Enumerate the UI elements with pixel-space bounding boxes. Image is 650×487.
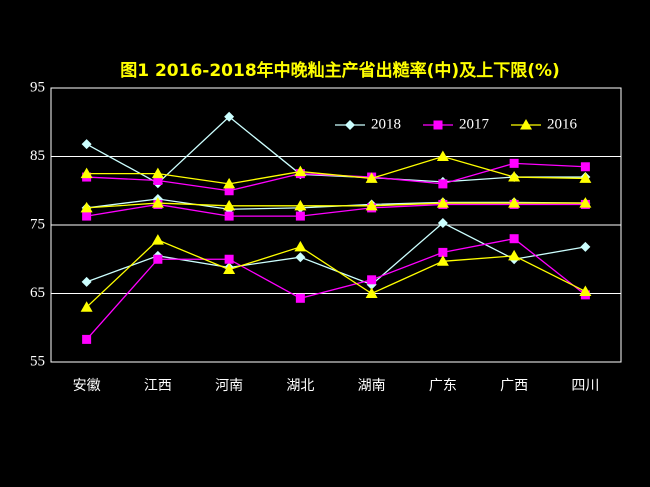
marker xyxy=(153,254,163,264)
marker xyxy=(580,241,591,252)
series-line xyxy=(86,115,586,185)
marker xyxy=(224,211,234,221)
marker xyxy=(224,254,234,264)
x-tick-label: 湖北 xyxy=(286,378,314,394)
x-tick-label: 四川 xyxy=(571,378,599,394)
chart-title: 图1 2016-2018年中晚籼主产省出糙率(中)及上下限(%) xyxy=(120,60,560,81)
marker xyxy=(151,167,164,179)
marker xyxy=(224,111,235,122)
series-line xyxy=(86,203,586,217)
x-tick-label: 江西 xyxy=(144,378,172,394)
y-tick-label: 85 xyxy=(30,148,45,164)
series-line xyxy=(86,155,586,185)
legend-label: 2017 xyxy=(459,116,490,132)
marker xyxy=(295,293,305,303)
marker xyxy=(509,158,519,168)
marker xyxy=(437,217,448,228)
marker xyxy=(508,249,521,261)
marker xyxy=(151,197,164,208)
marker xyxy=(81,139,92,150)
marker xyxy=(295,252,306,263)
legend-marker xyxy=(520,119,532,130)
marker xyxy=(80,167,93,179)
x-tick-label: 安徽 xyxy=(73,378,101,394)
series-line xyxy=(86,202,586,209)
marker xyxy=(438,247,448,257)
marker xyxy=(223,177,236,189)
series-line xyxy=(86,238,586,340)
marker xyxy=(294,199,307,211)
y-tick-label: 95 xyxy=(30,79,45,95)
x-tick-label: 河南 xyxy=(215,378,243,394)
marker xyxy=(509,234,519,244)
x-tick-label: 广东 xyxy=(429,378,457,394)
marker xyxy=(579,285,592,296)
marker xyxy=(294,240,307,252)
marker xyxy=(436,255,449,266)
marker xyxy=(365,287,378,298)
marker xyxy=(82,334,92,344)
marker xyxy=(294,165,307,177)
marker xyxy=(295,211,305,221)
marker xyxy=(151,234,164,245)
legend-label: 2016 xyxy=(547,116,578,132)
legend-marker xyxy=(433,120,443,130)
marker xyxy=(223,263,236,275)
marker xyxy=(438,179,448,189)
legend-marker xyxy=(345,120,355,130)
y-tick-label: 55 xyxy=(30,353,45,369)
y-tick-label: 75 xyxy=(30,216,45,232)
x-tick-label: 湖南 xyxy=(358,378,386,394)
marker xyxy=(223,199,236,211)
marker xyxy=(82,211,92,221)
marker xyxy=(508,171,521,182)
series-line xyxy=(86,239,586,308)
marker xyxy=(579,172,592,183)
marker xyxy=(153,175,163,185)
marker xyxy=(365,199,378,211)
marker xyxy=(224,186,234,196)
marker xyxy=(80,301,93,312)
marker xyxy=(436,197,449,208)
marker xyxy=(80,201,93,213)
series-line xyxy=(86,222,586,286)
marker xyxy=(365,172,378,183)
marker xyxy=(367,275,377,285)
marker xyxy=(508,197,521,208)
x-tick-label: 广西 xyxy=(500,378,528,394)
marker xyxy=(579,197,592,208)
marker xyxy=(81,276,92,287)
marker xyxy=(580,162,590,172)
marker xyxy=(436,150,449,161)
legend-label: 2018 xyxy=(371,116,401,132)
y-tick-label: 65 xyxy=(30,285,45,301)
